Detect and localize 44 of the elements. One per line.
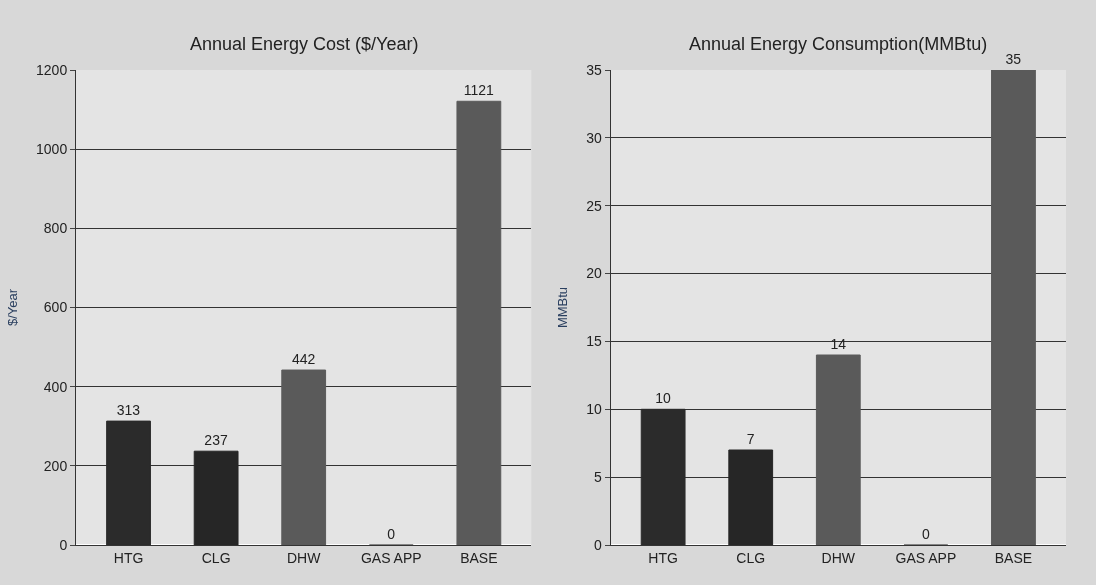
y-tick-label: 25 — [586, 197, 603, 214]
data-label: 1121 — [463, 82, 495, 99]
x-tick-label: BASE — [994, 549, 1033, 566]
x-tick-label: CLG — [201, 549, 231, 566]
x-tick-label: HTG — [648, 549, 678, 566]
y-tick-label: 400 — [43, 378, 68, 395]
x-tick-label: BASE — [460, 549, 498, 566]
bar — [193, 450, 239, 545]
bar — [991, 70, 1036, 545]
y-tick-label: 30 — [586, 129, 603, 146]
y-tick-label: 20 — [586, 265, 603, 282]
x-tick-label: GAS APP — [895, 549, 957, 566]
x-tick-label: GAS APP — [360, 549, 422, 566]
y-tick-label: 10 — [586, 401, 603, 418]
y-tick-label: 0 — [594, 536, 602, 553]
data-label: 10 — [655, 390, 672, 407]
y-tick-label: 1000 — [36, 141, 68, 158]
chart-title: Annual Energy Consumption(MMBtu) — [689, 34, 988, 54]
data-label: 0 — [387, 526, 396, 542]
data-label: 313 — [116, 402, 141, 419]
data-label: 35 — [1005, 51, 1022, 67]
y-tick-label: 0 — [59, 536, 68, 553]
data-label: 442 — [291, 351, 316, 368]
bar — [456, 100, 502, 545]
x-tick-label: HTG — [113, 549, 144, 566]
y-tick-label: 5 — [594, 469, 602, 486]
bar — [728, 449, 774, 545]
x-tick-label: DHW — [286, 549, 322, 566]
x-tick-label: DHW — [821, 549, 856, 566]
y-axis-title: $/Year — [4, 288, 20, 327]
y-tick-label: 800 — [43, 220, 68, 237]
y-tick-label: 35 — [586, 61, 603, 78]
bar — [815, 354, 861, 545]
chart-title: Annual Energy Cost ($/Year) — [190, 34, 419, 54]
data-label: 7 — [746, 431, 755, 447]
x-tick-label: CLG — [736, 549, 766, 566]
y-tick-label: 200 — [43, 457, 68, 474]
data-label: 237 — [204, 432, 228, 449]
data-label: 0 — [921, 526, 930, 542]
y-tick-label: 1200 — [36, 61, 68, 78]
y-tick-label: 15 — [586, 333, 603, 350]
y-tick-label: 600 — [43, 299, 68, 316]
bar — [281, 369, 327, 545]
y-axis-title: MMBtu — [555, 286, 571, 329]
